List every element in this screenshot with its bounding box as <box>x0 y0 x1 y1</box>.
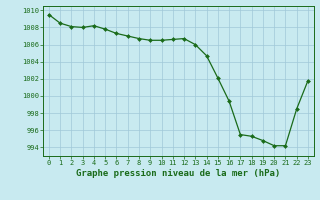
X-axis label: Graphe pression niveau de la mer (hPa): Graphe pression niveau de la mer (hPa) <box>76 169 281 178</box>
